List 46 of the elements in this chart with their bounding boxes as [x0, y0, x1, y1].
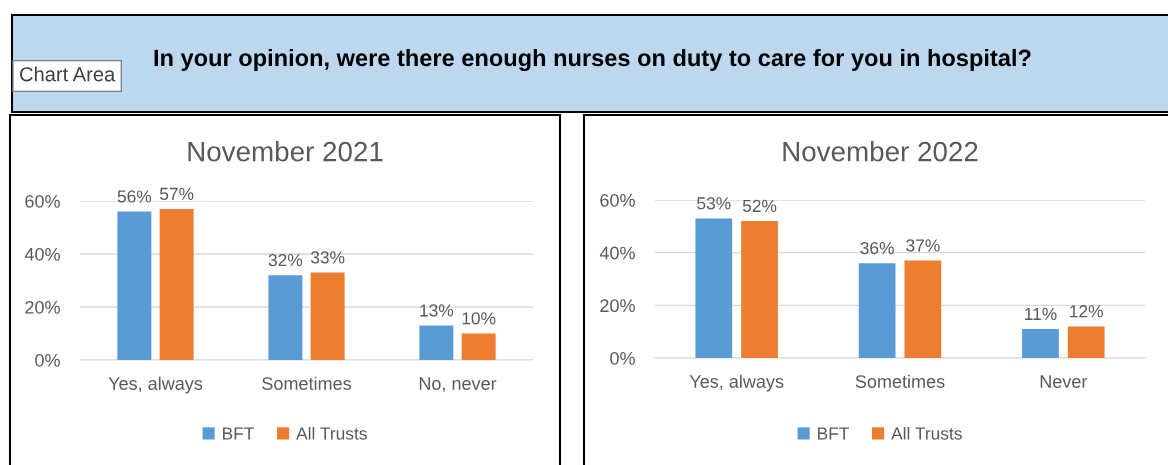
y-tick-label: 0% [35, 353, 60, 367]
bar [310, 272, 345, 360]
x-tick-label: Yes, always [689, 374, 784, 392]
y-tick-label: 60% [25, 194, 60, 208]
data-label: 10% [462, 312, 496, 325]
bar [741, 221, 778, 358]
legend-label: BFT [223, 427, 255, 440]
x-tick-label: No, never [419, 377, 497, 393]
legend-label: BFT [818, 427, 850, 440]
x-tick-label: Sometimes [262, 376, 351, 390]
data-label: 13% [420, 304, 454, 317]
x-tick-label: Sometimes [855, 374, 945, 388]
y-tick-label: 20% [600, 299, 635, 313]
bar [695, 218, 733, 358]
data-label: 56% [117, 190, 152, 203]
bar [419, 325, 454, 360]
data-label: 36% [860, 241, 894, 255]
legend-label: All Trusts [296, 426, 367, 440]
bar [461, 333, 496, 360]
bar [1067, 326, 1105, 358]
y-tick-label: 40% [599, 246, 635, 260]
y-tick-label: 60% [600, 193, 635, 207]
data-label: 33% [310, 251, 345, 264]
bar [858, 263, 896, 358]
data-label: 53% [697, 197, 731, 210]
bar [268, 275, 303, 360]
legend-label: All Trusts [891, 426, 962, 440]
text: Chart Area [20, 66, 116, 82]
chart-title: November 2022 [783, 141, 978, 162]
bar [904, 260, 942, 358]
chart-title: November 2021 [188, 141, 383, 162]
bar [1022, 329, 1059, 358]
data-label: 32% [268, 253, 303, 267]
data-label: 11% [1025, 307, 1057, 320]
text: In your opinion, were there enough nurses on duty to care for you in hospital? [154, 48, 1031, 72]
y-tick-label: 20% [25, 300, 60, 314]
y-tick-label: 40% [24, 247, 60, 261]
x-tick-label: Yes, always [108, 376, 203, 394]
data-label: 12% [1070, 305, 1103, 318]
data-label: 37% [906, 239, 940, 252]
y-tick-label: 0% [610, 351, 635, 365]
bar [117, 211, 152, 360]
data-label: 57% [159, 187, 194, 200]
x-tick-label: Never [1040, 375, 1088, 388]
bar [159, 208, 194, 360]
data-label: 52% [742, 199, 777, 213]
